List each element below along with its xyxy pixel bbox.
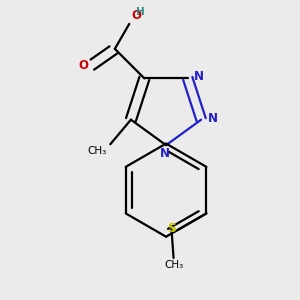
Text: CH₃: CH₃ [164, 260, 183, 271]
Text: H: H [136, 7, 145, 17]
Text: N: N [159, 147, 170, 160]
Text: O: O [78, 59, 88, 72]
Text: N: N [208, 112, 218, 124]
Text: CH₃: CH₃ [88, 146, 107, 156]
Text: N: N [194, 70, 203, 83]
Text: S: S [167, 222, 176, 235]
Text: O: O [131, 9, 141, 22]
